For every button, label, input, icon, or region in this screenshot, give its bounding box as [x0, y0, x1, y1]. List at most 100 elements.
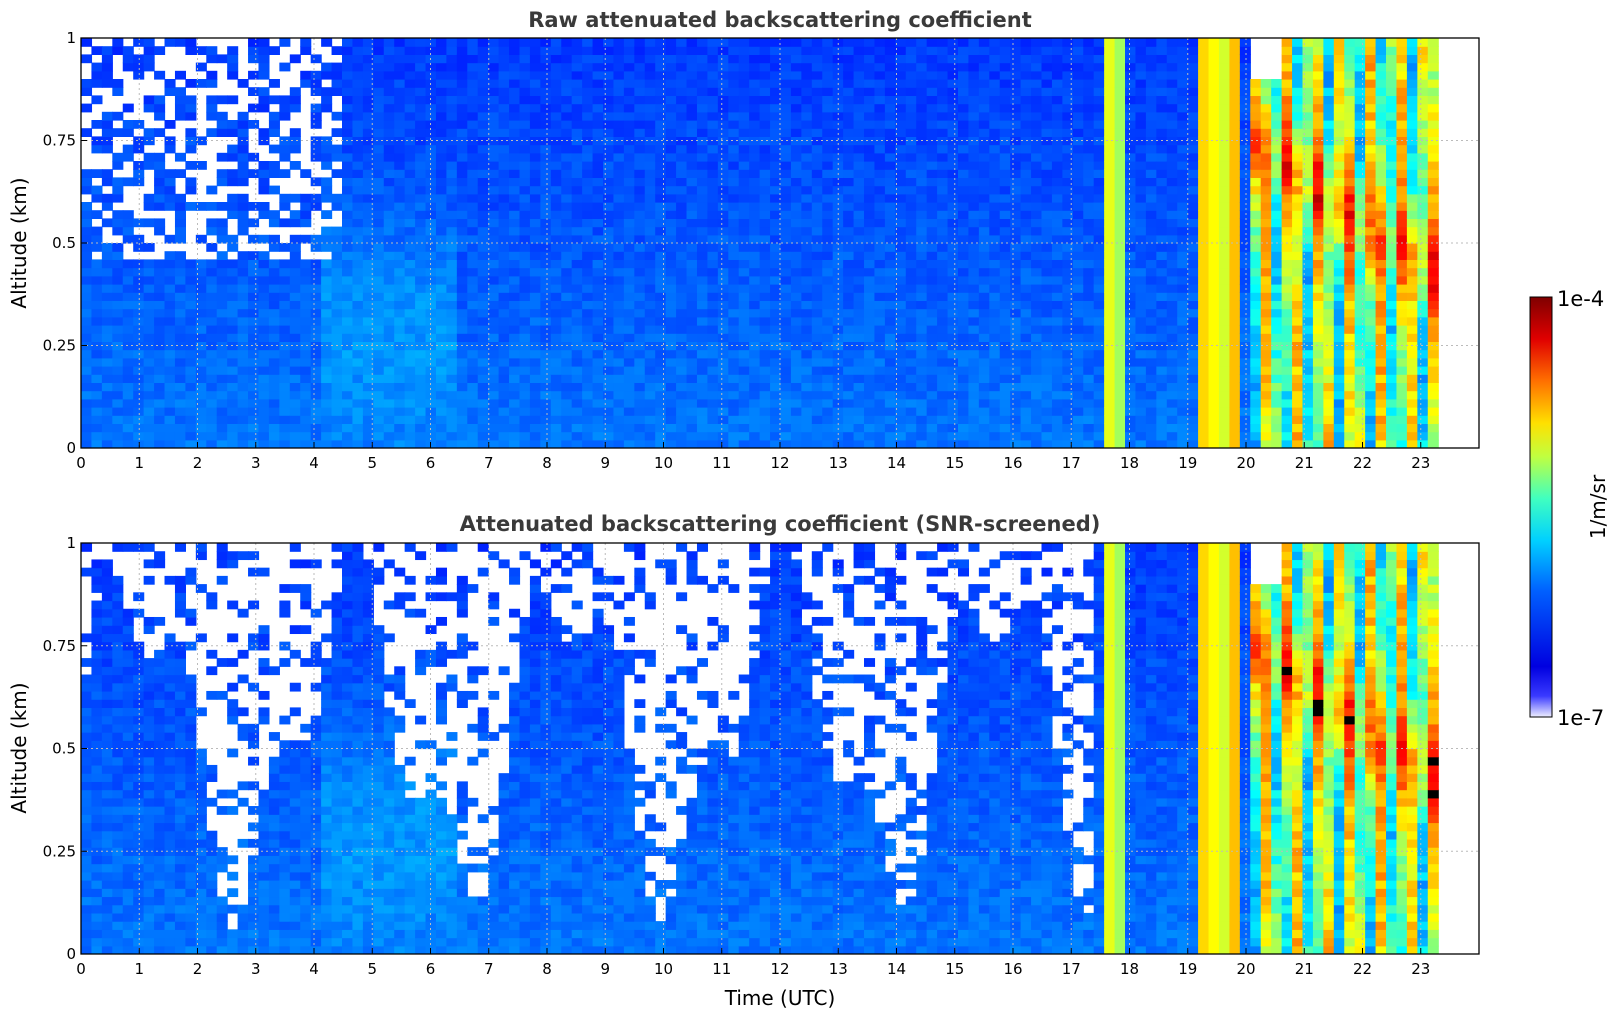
heatmap-cell	[916, 62, 928, 72]
heatmap-cell	[613, 407, 625, 416]
heatmap-cell	[561, 415, 573, 424]
heatmap-cell	[373, 210, 385, 219]
heatmap-cell	[864, 423, 876, 433]
heatmap-cell	[498, 251, 510, 260]
heatmap-cell	[978, 341, 990, 351]
heatmap-cell	[1083, 136, 1095, 146]
heatmap-cell	[216, 333, 228, 342]
heatmap-cell	[613, 325, 625, 334]
heatmap-cell	[373, 70, 385, 80]
heatmap-cell	[759, 210, 771, 219]
heatmap-cell	[822, 62, 834, 72]
heatmap-cell	[780, 54, 792, 64]
heatmap-cell	[707, 185, 719, 195]
heatmap-cell	[717, 284, 729, 293]
heatmap-cell	[321, 382, 333, 392]
heatmap-cell	[373, 300, 385, 310]
heatmap-cell	[947, 177, 959, 187]
heatmap-cell	[1083, 341, 1095, 351]
heatmap-cell	[926, 382, 938, 392]
heatmap-cell	[853, 103, 865, 113]
heatmap-cell	[383, 398, 395, 408]
heatmap-cell	[404, 161, 416, 170]
heatmap-cell	[1062, 398, 1074, 408]
heatmap-cell	[206, 415, 218, 424]
heatmap-cell	[978, 38, 990, 47]
heatmap-cell	[937, 54, 949, 64]
heatmap-cell	[206, 243, 218, 252]
heatmap-cell	[519, 366, 531, 375]
heatmap-cell	[164, 366, 176, 375]
heatmap-cell	[749, 333, 761, 342]
heatmap-cell	[185, 341, 197, 351]
heatmap-cell	[905, 439, 917, 448]
heatmap-cell	[112, 87, 124, 96]
heatmap-cell	[519, 46, 531, 55]
heatmap-cell	[498, 349, 510, 359]
heatmap-cell	[571, 202, 583, 211]
heatmap-cell	[446, 202, 458, 211]
heatmap-cell	[571, 366, 583, 375]
heatmap-cell	[832, 316, 844, 326]
heatmap-cell	[968, 292, 980, 301]
heatmap-cell	[561, 185, 573, 195]
heatmap-cell	[227, 308, 239, 318]
heatmap-cell	[707, 144, 719, 154]
heatmap-cell	[895, 431, 907, 441]
heatmap-cell	[644, 357, 656, 367]
heatmap-cell	[394, 300, 406, 310]
heatmap-cell	[989, 46, 1001, 55]
heatmap-cell	[895, 46, 907, 55]
heatmap-cell	[1083, 210, 1095, 219]
heatmap-cell	[415, 128, 427, 137]
heatmap-cell	[790, 259, 802, 269]
heatmap-cell	[1083, 431, 1095, 441]
heatmap-cell	[1166, 415, 1178, 424]
heatmap-cell	[394, 234, 406, 244]
heatmap-cell	[1114, 218, 1126, 228]
heatmap-cell	[999, 349, 1011, 359]
heatmap-cell	[1072, 70, 1084, 80]
heatmap-cell	[122, 218, 134, 228]
heatmap-cell	[300, 349, 312, 359]
heatmap-cell	[154, 349, 166, 359]
heatmap-cell	[696, 226, 709, 236]
heatmap-cell	[164, 284, 176, 293]
heatmap-cell	[884, 374, 896, 383]
heatmap-cell	[519, 62, 531, 72]
heatmap-cell	[749, 398, 761, 408]
heatmap-cell	[582, 374, 594, 383]
heatmap-cell	[1145, 251, 1157, 260]
heatmap-cell	[352, 316, 364, 326]
heatmap-cell	[550, 284, 562, 293]
heatmap-cell	[498, 95, 510, 105]
heatmap-cell	[133, 341, 145, 351]
heatmap-cell	[811, 169, 823, 178]
heatmap-cell	[957, 382, 970, 392]
heatmap-cell	[801, 218, 813, 228]
heatmap-cell	[1093, 284, 1105, 293]
heatmap-cell	[864, 382, 876, 392]
heatmap-cell	[613, 169, 625, 178]
heatmap-cell	[561, 70, 573, 80]
heatmap-cell	[999, 185, 1011, 195]
heatmap-cell	[905, 193, 917, 203]
heatmap-cell	[415, 275, 427, 285]
heatmap-cell	[195, 325, 207, 334]
heatmap-cell	[926, 284, 938, 293]
heatmap-cell	[310, 70, 322, 80]
heatmap-cell	[790, 111, 802, 121]
heatmap-cell	[1093, 95, 1105, 105]
heatmap-cell	[895, 341, 907, 351]
heatmap-cell	[91, 144, 103, 154]
heatmap-cell	[603, 111, 615, 121]
heatmap-cell	[91, 357, 103, 367]
heatmap-cell	[707, 79, 719, 88]
heatmap-cell	[550, 202, 562, 211]
heatmap-cell	[770, 144, 782, 154]
heatmap-cell	[561, 95, 573, 105]
heatmap-cell	[822, 357, 834, 367]
heatmap-cell	[843, 152, 855, 162]
heatmap-cell	[665, 152, 677, 162]
heatmap-cell	[665, 218, 677, 228]
